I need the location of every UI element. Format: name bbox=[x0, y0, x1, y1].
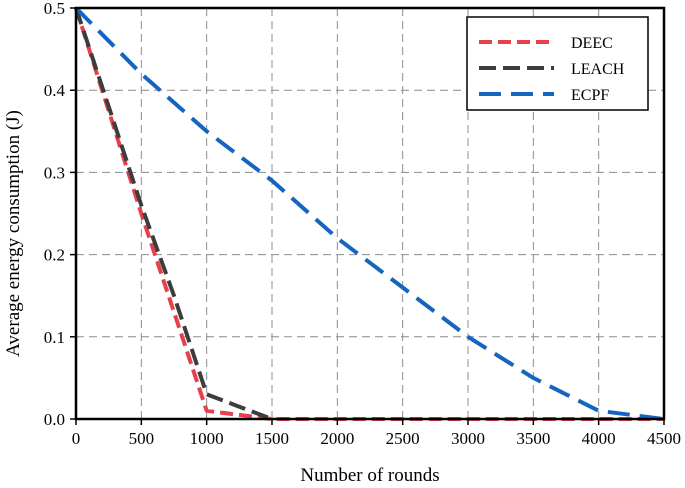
y-tick-label: 0.5 bbox=[44, 0, 65, 18]
x-tick-label: 4000 bbox=[582, 429, 616, 448]
legend-label-leach: LEACH bbox=[571, 61, 625, 78]
legend: DEEC LEACH ECPF bbox=[466, 16, 649, 111]
x-tick-label: 1000 bbox=[190, 429, 224, 448]
x-tick-label: 3000 bbox=[451, 429, 485, 448]
plot-frame bbox=[74, 6, 666, 421]
x-axis-label: Number of rounds bbox=[300, 465, 439, 486]
y-tick-label: 0.3 bbox=[44, 163, 65, 182]
x-tick-label: 1500 bbox=[255, 429, 289, 448]
x-tick-label: 2000 bbox=[320, 429, 354, 448]
x-tick-label: 4500 bbox=[647, 429, 681, 448]
series-line-ecpf bbox=[74, 6, 665, 421]
x-tick-label: 2500 bbox=[386, 429, 420, 448]
y-axis-label: Average energy consumption (J) bbox=[3, 110, 24, 357]
y-tick-label: 0.4 bbox=[44, 81, 66, 100]
x-axis-ticks: 0 500 1000 1500 2000 2500 3000 3500 4000 4500 bbox=[72, 419, 681, 448]
legend-label-ecpf: ECPF bbox=[571, 87, 609, 104]
y-axis-ticks: 0.0 0.1 0.2 0.3 0.4 0.5 bbox=[44, 0, 76, 429]
y-tick-label: 0.1 bbox=[44, 328, 65, 347]
x-tick-label: 500 bbox=[129, 429, 155, 448]
y-tick-label: 0.0 bbox=[44, 410, 65, 429]
series-line-leach bbox=[74, 7, 273, 421]
y-tick-label: 0.2 bbox=[44, 246, 65, 265]
legend-label-deec: DEEC bbox=[571, 35, 613, 52]
x-tick-label: 0 bbox=[72, 429, 81, 448]
x-tick-label: 3500 bbox=[516, 429, 550, 448]
